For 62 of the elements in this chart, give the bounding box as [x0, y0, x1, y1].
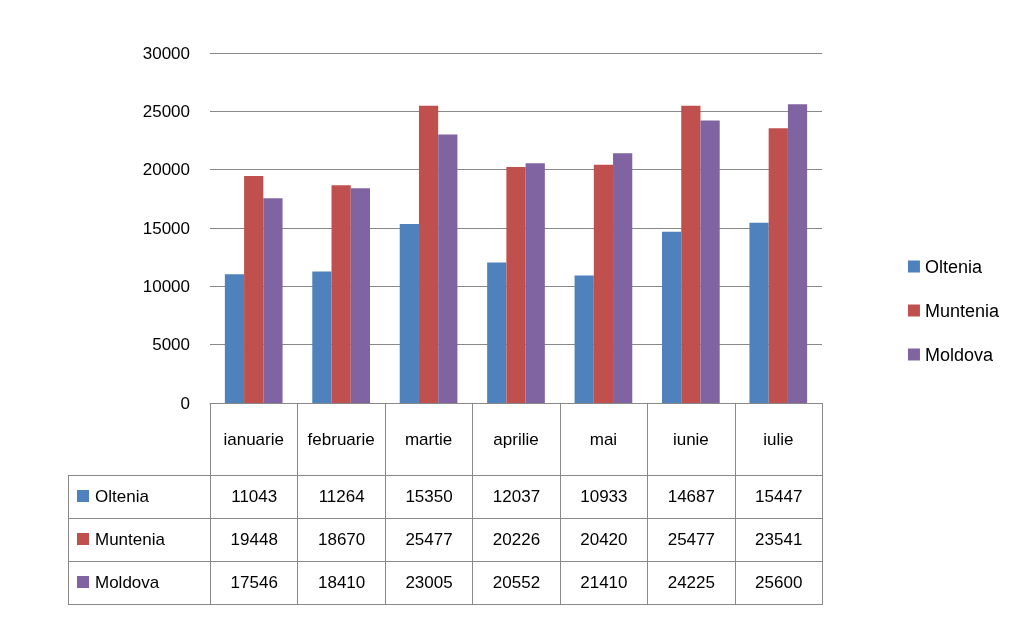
- bar: [787, 104, 808, 403]
- x-tick-label: ianuarie: [223, 430, 284, 449]
- legend-label: Moldova: [924, 344, 994, 365]
- data-label: 20552: [472, 561, 561, 605]
- x-tick-label: februarie: [307, 430, 375, 449]
- x-tick-label: iulie: [763, 430, 794, 449]
- y-tick-label: 30000: [142, 43, 190, 63]
- bar: [263, 198, 283, 403]
- data-label: 19448: [210, 518, 298, 562]
- data-label: 18410: [297, 561, 386, 605]
- data-label: 18670: [297, 518, 386, 562]
- data-label: 25600: [735, 561, 823, 605]
- y-tick-label: 20000: [142, 160, 190, 180]
- data-label: 20420: [560, 518, 648, 562]
- data-label: 15447: [735, 475, 823, 519]
- data-label: 15350: [385, 475, 473, 519]
- bar: [574, 275, 594, 403]
- data-label: 12037: [472, 475, 561, 519]
- legend-label: Muntenia: [924, 300, 1000, 321]
- x-tick-label: mai: [589, 430, 618, 449]
- data-label: 23005: [385, 561, 473, 605]
- y-tick-label: 10000: [142, 276, 190, 296]
- data-label: 24225: [647, 561, 736, 605]
- x-tick-label: iunie: [672, 430, 709, 449]
- legend-label: Oltenia: [95, 487, 149, 506]
- x-tick-label: aprilie: [493, 430, 539, 449]
- bar: [224, 274, 245, 403]
- text: Muntenia: [95, 530, 165, 549]
- bar: [681, 105, 701, 403]
- bar: [593, 164, 614, 403]
- bar: [662, 231, 682, 403]
- data-label: 25477: [647, 518, 736, 562]
- data-label: 21410: [560, 561, 648, 605]
- data-label: 10933: [560, 475, 648, 519]
- bar: [700, 120, 720, 403]
- data-label: 20226: [472, 518, 561, 562]
- bar: [487, 262, 507, 403]
- data-label: 25477: [385, 518, 473, 562]
- data-label: 11043: [210, 475, 298, 519]
- bar: [312, 271, 332, 403]
- bar: [525, 163, 545, 403]
- bar: [418, 105, 439, 403]
- bar: [331, 185, 351, 403]
- bar: [613, 153, 633, 403]
- bar: [749, 222, 769, 403]
- bar: [399, 223, 419, 403]
- y-tick-label: 0: [180, 393, 190, 413]
- bar: [350, 188, 370, 403]
- data-label: 11264: [297, 475, 386, 519]
- data-label: 17546: [210, 561, 298, 605]
- data-label: 14687: [647, 475, 736, 519]
- data-label: 23541: [735, 518, 823, 562]
- x-tick-label: martie: [404, 430, 453, 449]
- bar: [506, 167, 526, 403]
- y-tick-label: 15000: [142, 218, 190, 238]
- text: Oltenia: [924, 256, 982, 277]
- text: Moldova: [95, 573, 160, 592]
- y-tick-label: 5000: [152, 335, 190, 355]
- bar: [768, 128, 788, 403]
- bar: [244, 176, 264, 403]
- bar: [438, 134, 458, 403]
- y-tick-label: 25000: [142, 101, 190, 121]
